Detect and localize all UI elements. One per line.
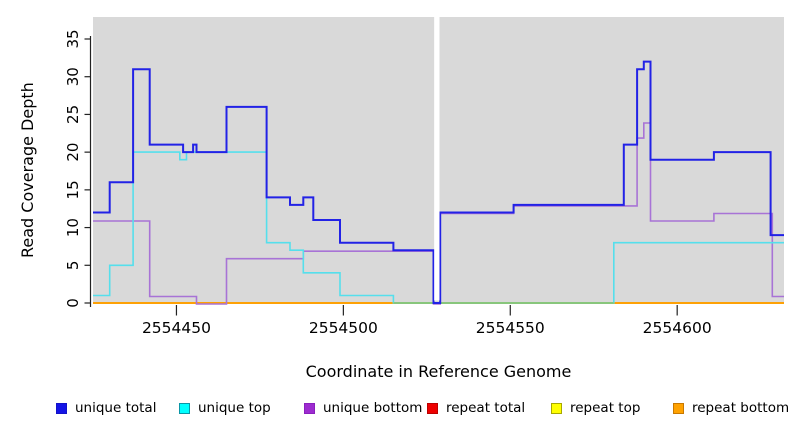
legend-item-unique-top: unique top [179, 398, 271, 418]
y-tick-label: 10 [64, 218, 82, 237]
legend-swatch [56, 402, 67, 414]
y-axis-title: Read Coverage Depth [18, 82, 37, 258]
legend-item-label: repeat top [570, 400, 641, 416]
legend-swatch [304, 402, 315, 414]
coverage-gap-band [434, 17, 440, 301]
legend-item-unique-bottom: unique bottom [304, 398, 422, 418]
y-tick-label: 35 [64, 29, 82, 48]
y-tick-label: 25 [64, 105, 82, 124]
series-unique-total [93, 60, 784, 304]
y-tick-label: 30 [64, 67, 82, 86]
y-tick-label: 5 [64, 261, 82, 271]
legend-swatch [551, 402, 562, 414]
legend-item-repeat-top: repeat top [551, 398, 640, 418]
legend-swatch [179, 402, 190, 414]
y-tick-label: 0 [64, 298, 82, 308]
x-tick-label: 2554450 [142, 319, 211, 337]
x-tick-label: 2554600 [643, 319, 712, 337]
legend-item-repeat-total: repeat total [427, 398, 525, 418]
legend-swatch [427, 402, 438, 414]
legend-item-unique-total: unique total [56, 398, 156, 418]
legend-item-label: unique top [198, 400, 271, 416]
legend-item-label: repeat total [446, 400, 526, 416]
x-tick-label: 2554550 [476, 319, 545, 337]
series-unique-top [93, 151, 784, 304]
legend-item-repeat-bottom: repeat bottom [673, 398, 789, 418]
legend-swatch [673, 402, 684, 414]
x-axis-title: Coordinate in Reference Genome [305, 362, 572, 381]
legend-item-label: unique bottom [323, 400, 423, 416]
legend-item-label: unique total [75, 400, 157, 416]
legend: unique total unique top unique bottom repea… [0, 398, 792, 424]
y-tick-label: 20 [64, 143, 82, 162]
y-tick-label: 15 [64, 180, 82, 199]
legend-item-label: repeat bottom [692, 400, 790, 416]
x-tick-label: 2554500 [309, 319, 378, 337]
